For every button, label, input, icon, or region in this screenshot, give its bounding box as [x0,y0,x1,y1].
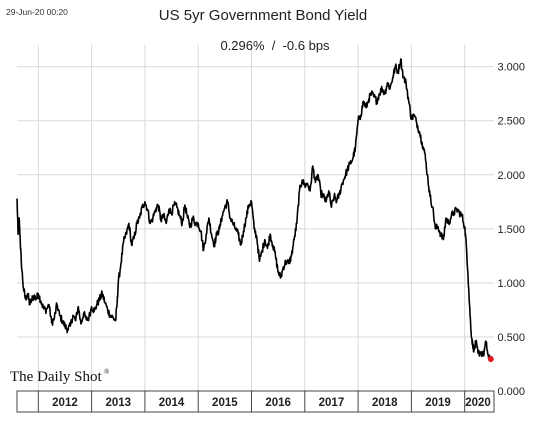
chart-subtitle: 0.296% / -0.6 bps [220,38,330,53]
chart-title: US 5yr Government Bond Yield [159,7,367,24]
series-layer [16,58,494,363]
y-tick-label: 0.500 [497,332,525,344]
last-point-marker [487,355,494,362]
logo-trademark: ® [104,368,110,376]
x-tick-label: 2014 [159,397,185,409]
y-tick-label: 2.500 [497,116,525,128]
x-tick-label: 2017 [319,397,345,409]
x-tick-label: 2013 [105,397,131,409]
logo: The Daily Shot ® [10,368,110,385]
x-tick-label: 2015 [212,397,238,409]
x-tick-label: 2020 [465,397,491,409]
x-tick-label: 2019 [425,397,451,409]
series-line [16,58,492,363]
y-tick-label: 2.000 [497,170,525,182]
x-tick-label: 2016 [265,397,291,409]
y-axis: 0.000 0.500 1.000 1.500 2.000 2.500 3.000 [497,62,525,398]
y-tick-label: 3.000 [497,62,525,74]
chart-grid [17,45,494,392]
y-tick-label: 0.000 [497,386,525,398]
x-axis-band: 2012 2013 2014 2015 2016 2017 2018 2019 2020 [16,390,495,413]
y-tick-label: 1.500 [497,224,525,236]
x-tick-label: 2012 [52,397,78,409]
chart-timestamp: 29-Jun-20 00:20 [6,7,68,17]
x-axis-band-frame [16,390,495,413]
x-tick-label: 2018 [372,397,398,409]
logo-text: The Daily Shot [10,369,102,385]
y-tick-label: 1.000 [497,278,525,290]
